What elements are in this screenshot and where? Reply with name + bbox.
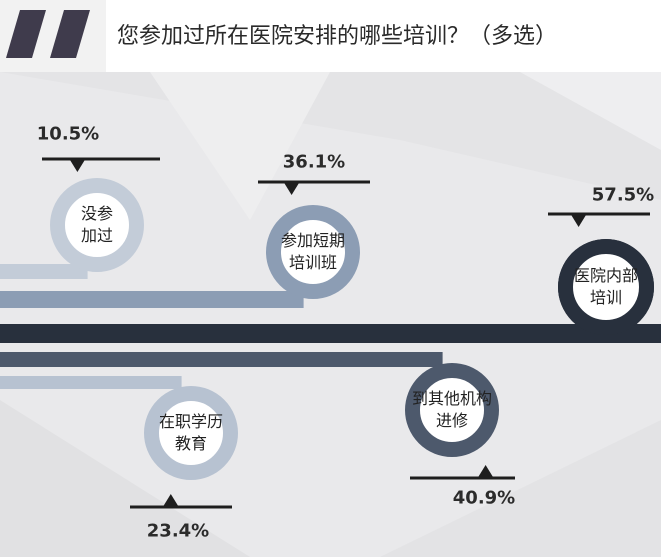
bubble-label-4: 在职学历 教育 (158, 412, 224, 453)
bubble-4-tick (162, 494, 179, 507)
value-label-2: 57.5% (591, 184, 655, 206)
bubble-3-value-bar (410, 476, 515, 480)
header-bar (0, 0, 661, 72)
bubble-0-tick (69, 159, 86, 172)
bubble-4-band (0, 376, 182, 389)
bubble-3-tick (477, 465, 494, 478)
bubble-3-band (0, 352, 443, 367)
bubble-0-value-bar (42, 157, 160, 161)
page-title: 您参加过所在医院安排的哪些培训？（多选） (117, 24, 558, 49)
value-label-4: 23.4% (146, 520, 210, 542)
bubble-label-3: 到其他机构 进修 (411, 389, 493, 430)
bubble-2-value-bar (548, 212, 650, 216)
value-label-0: 10.5% (36, 123, 100, 145)
bubble-4-value-bar (130, 505, 232, 509)
bubble-1-band (0, 291, 304, 308)
quote-logo-icon (6, 10, 90, 58)
bubble-1-tick (283, 182, 300, 195)
bubble-label-1: 参加短期 培训班 (280, 231, 346, 272)
bubble-label-2: 医院内部 培训 (573, 266, 639, 307)
bubble-0-ring (50, 178, 144, 272)
bubble-1-ring (266, 205, 360, 299)
bubble-2-tick (570, 214, 587, 227)
bubble-0-band (0, 264, 88, 279)
bubble-1-value-bar (258, 180, 370, 184)
bubble-3-ring (405, 363, 499, 457)
logo-box (0, 0, 106, 72)
bubble-label-0: 没参 加过 (80, 204, 114, 245)
value-label-1: 36.1% (282, 151, 346, 173)
value-label-3: 40.9% (452, 487, 516, 509)
bubble-4-ring (144, 386, 238, 480)
main-band (0, 324, 661, 343)
bubble-2-ring-top (558, 239, 654, 335)
